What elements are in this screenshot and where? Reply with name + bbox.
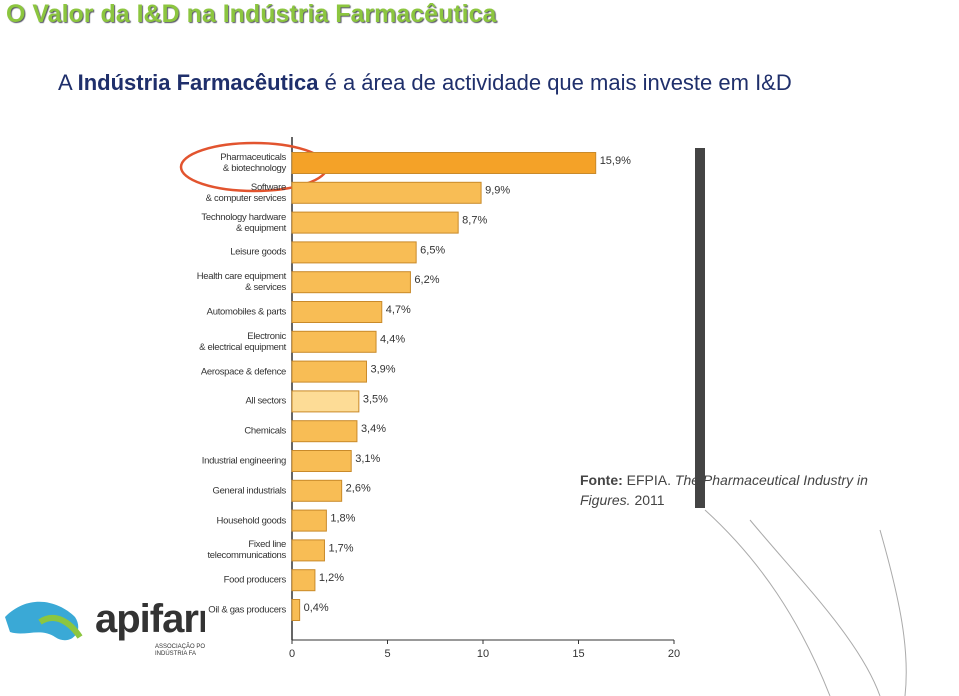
value-label: 4,7% [386,304,411,316]
category-label: General industrials [212,485,286,497]
category-label: Technology hardware & equipment [201,211,286,234]
bar [291,241,417,264]
subtitle-start: A [58,70,72,95]
value-label: 15,9% [600,155,631,167]
category-label: Fixed line telecommunications [207,539,286,562]
bar [291,330,377,353]
category-label: Household goods [216,515,287,527]
bar [291,301,383,323]
x-tick-label: 15 [572,648,584,660]
subtitle-bold: Indústria Farmacêutica [77,70,319,95]
value-label: 3,5% [363,393,388,405]
logo-swoosh [38,615,83,639]
value-label: 3,9% [370,364,395,376]
bar [291,420,358,443]
subtitle: A Indústria Farmacêutica é a área de act… [58,70,792,96]
value-label: 2,6% [346,483,371,495]
category-label: All sectors [245,395,286,407]
value-label: 1,8% [330,513,355,525]
source-label: Fonte: [580,472,623,488]
category-label: Health care equipment & services [196,271,287,294]
source-year: 2011 [634,492,665,508]
value-label: 1,7% [328,542,353,554]
bar [291,450,352,472]
category-label: Aerospace & defence [200,366,286,378]
category-label: Pharmaceuticals & biotechnology [220,152,286,174]
bar [291,181,482,204]
category-label: Food producers [223,574,287,586]
source-work: The Pharmaceutical Industry in Figures. [580,472,868,508]
category-label: Electronic & electrical equipment [199,330,286,353]
bar [291,360,367,383]
bar [291,479,343,502]
x-tick-label: 0 [289,648,295,660]
value-label: 3,1% [355,453,380,465]
value-label: 0,4% [304,602,329,614]
slide-title: O Valor da I&D na Indústria Farmacêutica [6,0,497,28]
source: Fonte: EFPIA. The Pharmaceutical Industr… [580,470,900,510]
category-label: Oil & gas producers [208,604,286,616]
value-label: 3,4% [361,423,386,435]
source-publisher: EFPIA. [626,472,672,488]
value-label: 8,7% [462,215,487,227]
bar [291,271,411,294]
bar [291,539,325,562]
value-label: 6,2% [414,274,439,286]
bar [291,509,327,532]
bar [291,569,316,592]
x-tick-label: 10 [477,648,489,660]
bar [291,152,597,174]
category-label: Industrial engineering [201,455,287,467]
x-tick-label: 20 [668,648,680,660]
logo-mark [5,601,83,641]
category-label: Leisure goods [230,246,286,258]
subtitle-end: é a área de actividade que mais investe … [324,70,792,95]
logo-name: apifarm [95,597,205,641]
logo-line2: INDÚSTRIA FA [155,651,197,657]
bar [291,390,360,413]
category-label: Automobiles & parts [206,306,287,318]
category-label: Chemicals [244,425,286,437]
value-label: 1,2% [319,572,344,584]
value-label: 9,9% [485,185,510,197]
bar [291,211,459,234]
decor-bar [695,148,705,508]
decor-curves [704,509,907,696]
logo-caption: ASSOCIAÇÃO PO INDÚSTRIA FA [155,644,205,658]
logo-line1: ASSOCIAÇÃO PO [155,644,205,650]
value-label: 4,4% [380,334,405,346]
value-label: 6,5% [420,244,445,256]
category-label: Software & computer services [205,181,287,204]
x-tick-label: 5 [384,648,390,660]
bar [291,599,301,621]
